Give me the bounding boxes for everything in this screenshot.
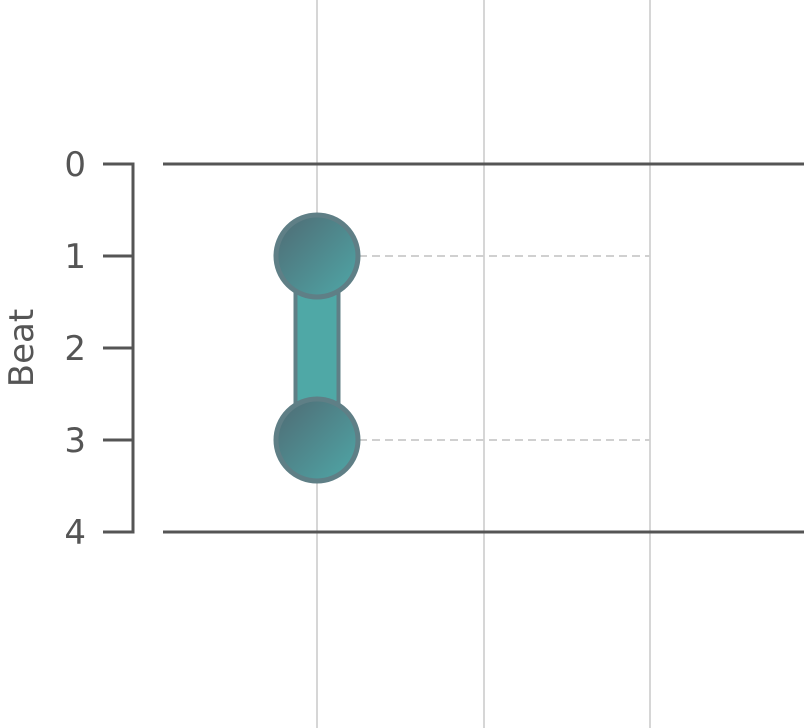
y-tick-label-1: 1 [64,237,86,277]
y-tick-label-3: 3 [64,421,86,461]
dumbbell-end-dot-1 [273,396,361,484]
x-gridlines [316,0,651,728]
y-axis: 0 1 2 3 4 [64,145,804,553]
guide-lines [359,255,650,441]
y-axis-title: Beat [2,309,42,387]
dumbbell-start-dot-1 [273,212,361,300]
y-tick-label-4: 4 [64,513,86,553]
dumbbell-marks [273,212,361,484]
y-tick-label-0: 0 [64,145,86,185]
y-tick-label-2: 2 [64,329,86,369]
